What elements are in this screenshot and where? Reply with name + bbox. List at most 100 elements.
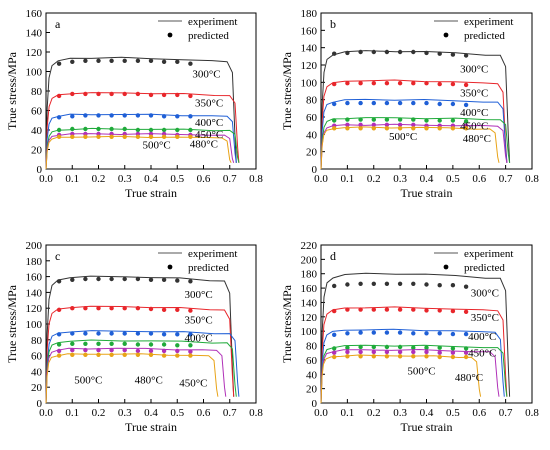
panel-label: a: [55, 17, 61, 31]
predicted-point: [56, 353, 62, 358]
series-400°C: [320, 328, 505, 404]
temperature-label: 300°C: [460, 63, 488, 75]
predicted-point: [135, 352, 141, 357]
predicted-point: [371, 330, 376, 335]
x-tick-label: 0.0: [39, 407, 53, 419]
experiment-line: [45, 135, 232, 170]
predicted-point: [332, 118, 337, 123]
predicted-point: [96, 306, 101, 311]
predicted-point: [109, 113, 114, 118]
y-tick-label: 40: [306, 129, 318, 141]
predicted-point: [148, 58, 154, 63]
predicted-point: [384, 117, 390, 122]
y-tick-label: 60: [306, 355, 318, 367]
y-tick-label: 0: [312, 398, 318, 410]
y-tick-label: 0: [37, 164, 43, 176]
y-tick-label: 120: [26, 47, 43, 59]
y-tick-label: 100: [301, 326, 318, 338]
predicted-point: [135, 348, 141, 354]
predicted-point: [135, 342, 141, 347]
predicted-point: [109, 126, 114, 132]
experiment-line: [45, 133, 235, 170]
predicted-point: [345, 50, 350, 56]
panel-d: 0.0 0.1 0.2 0.3 0.4 0.5 0.6 0.7 0.8 0 20 40 60 80 100 1…: [280, 240, 539, 434]
y-axis-label: True stress/MPa: [5, 51, 19, 130]
series-450°C: [45, 339, 237, 404]
x-tick-label: 0.7: [223, 407, 237, 419]
predicted-point: [56, 115, 62, 120]
x-tick-label: 0.7: [499, 407, 513, 419]
predicted-point: [358, 281, 363, 286]
predicted-point: [437, 126, 442, 131]
series-300°C: [320, 49, 511, 170]
predicted-point: [96, 341, 101, 346]
predicted-point: [411, 307, 416, 312]
predicted-point: [371, 100, 376, 106]
predicted-point: [345, 345, 350, 350]
x-axis-label: True strain: [125, 420, 177, 434]
series-350°C: [45, 305, 235, 404]
predicted-point: [56, 342, 62, 347]
predicted-point: [463, 126, 469, 131]
y-tick-label: 100: [26, 67, 43, 79]
predicted-point: [83, 331, 88, 336]
predicted-point: [175, 134, 180, 139]
series-350°C: [320, 79, 508, 170]
predicted-point: [358, 81, 363, 86]
x-tick-label: 0.6: [197, 173, 211, 185]
predicted-point: [161, 307, 167, 312]
x-tick-label: 0.4: [144, 173, 158, 185]
experiment-line: [320, 98, 508, 170]
panel-label: d: [330, 249, 336, 263]
predicted-point: [161, 353, 167, 358]
predicted-point: [411, 100, 416, 106]
predicted-point: [161, 348, 167, 354]
predicted-point: [122, 134, 127, 139]
y-tick-label: 20: [31, 382, 43, 394]
x-tick-label: 0.8: [249, 407, 263, 419]
y-tick-label: 160: [301, 25, 318, 37]
predicted-point: [148, 352, 154, 357]
predicted-point: [332, 126, 337, 131]
predicted-point: [83, 113, 88, 118]
series-500°C: [320, 354, 482, 404]
predicted-point: [56, 279, 62, 284]
predicted-point: [56, 93, 62, 99]
predicted-point: [345, 349, 350, 355]
predicted-point: [135, 306, 141, 311]
predicted-point: [148, 348, 154, 354]
y-tick-label: 120: [301, 60, 318, 72]
experiment-line: [45, 56, 237, 170]
y-tick-label: 60: [306, 112, 318, 124]
predicted-point: [450, 354, 456, 360]
predicted-point: [122, 126, 127, 132]
x-tick-label: 0.5: [170, 407, 184, 419]
temperature-label: 400°C: [185, 332, 213, 344]
predicted-point: [345, 282, 350, 287]
predicted-point: [188, 353, 193, 358]
predicted-point: [450, 308, 456, 314]
predicted-point: [332, 101, 337, 107]
predicted-point: [135, 58, 141, 63]
predicted-point: [188, 134, 193, 139]
predicted-point: [424, 331, 429, 336]
series-450°C: [45, 126, 240, 170]
predicted-point: [56, 307, 62, 312]
series-400°C: [45, 330, 240, 404]
predicted-point: [371, 122, 376, 128]
predicted-point: [424, 126, 429, 131]
predicted-point: [358, 354, 363, 359]
y-tick-label: 140: [26, 28, 43, 40]
predicted-point: [122, 331, 127, 336]
predicted-point: [122, 306, 127, 311]
y-tick-label: 0: [312, 164, 318, 176]
predicted-point: [463, 346, 469, 351]
predicted-point: [70, 352, 75, 357]
predicted-point: [332, 81, 337, 87]
predicted-point: [450, 331, 456, 337]
predicted-point: [397, 126, 403, 131]
predicted-point: [384, 307, 390, 312]
experiment-line: [45, 305, 235, 404]
temperature-label: 300°C: [192, 68, 220, 80]
series-350°C: [320, 306, 508, 404]
